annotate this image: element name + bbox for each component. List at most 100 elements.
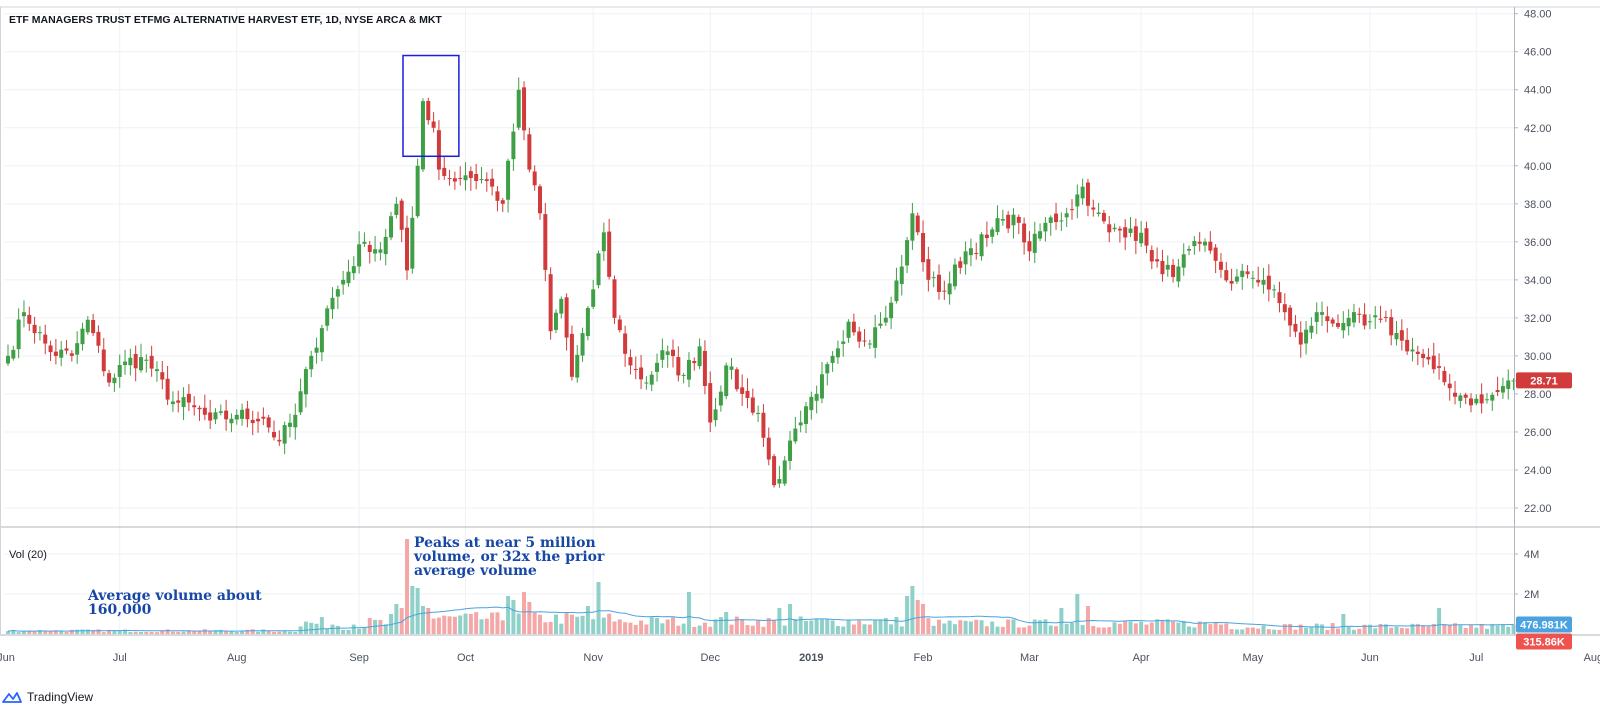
candle-body [37,332,42,334]
volume-bar [522,592,527,634]
volume-bar [27,630,32,634]
volume-bar [234,632,239,634]
volume-bar [883,618,888,634]
candlestick [133,345,138,382]
volume-bar [208,630,213,634]
candlestick [1107,215,1112,243]
volume-bar [245,629,250,634]
volume-bar [1394,626,1399,634]
volume-bar [1085,606,1090,634]
volume-bar [894,617,899,634]
volume-bar [1474,627,1479,634]
price-axis[interactable]: 48.00 46.00 44.00 42.00 40.00 38.00 36.00 34.00… [1514,9,1552,515]
candle-body [48,345,53,353]
volume-bar [394,604,399,634]
volume-moving-average-line [7,606,1514,632]
candle-body [1261,279,1266,285]
candlestick [1495,376,1500,397]
candlestick [1399,319,1404,351]
candle-body [968,248,973,256]
candle-body [569,333,574,377]
candle-body [452,178,457,182]
volume-bar [1133,623,1138,634]
volume-bar [686,592,691,634]
volume-bar [835,625,840,634]
volume-bar [1075,594,1080,634]
volume-bar [814,618,819,634]
volume-bar [1447,624,1452,634]
candle-body [905,240,910,266]
candlestick [117,354,122,388]
last-price-tag-text: 28.71 [1530,375,1558,387]
volume-axis[interactable]: 4M 2M [1514,549,1539,601]
candle-body [1351,312,1356,323]
volume-bar [1346,627,1351,634]
volume-bars [6,539,1516,634]
volume-bar [1011,619,1016,634]
candlestick [1389,309,1394,346]
volume-bar [383,624,388,634]
candlestick [883,305,888,326]
price-tick-label: 30.00 [1524,351,1552,363]
candle-body [224,410,229,420]
candle-body [133,354,138,369]
candlestick [490,168,495,196]
tradingview-footer[interactable]: TradingView [2,688,93,706]
candle-body [197,407,202,410]
candlestick [6,344,10,366]
volume-bar [468,614,473,634]
candlestick [346,259,351,287]
volume-bar [873,620,878,634]
candlestick [846,319,851,343]
candle-body [841,341,846,344]
candlestick [447,169,452,186]
candle-body [16,319,21,350]
candle-body [952,264,957,287]
candle-body [1165,264,1170,270]
volume-bar [426,608,431,634]
volume-bar [458,615,463,634]
candlestick [373,235,378,262]
candle-body [314,347,319,353]
candlestick [463,162,468,191]
candlestick [734,367,739,392]
candle-body [1421,353,1426,359]
candle-body [405,227,409,271]
candle-body [293,414,298,428]
volume-bar [490,612,495,634]
candlestick [394,196,399,219]
candle-body [1176,266,1181,282]
volume-bar [218,629,223,634]
candlestick [1325,306,1330,333]
candle-body [745,390,750,398]
time-axis[interactable]: Jun Jul Aug Sep Oct Nov Dec 2019 Feb Mar Apr May Jun… [0,652,1600,664]
volume-bar [692,626,697,634]
candle-body [1224,270,1229,281]
candle-body [53,351,58,356]
candlestick [357,231,362,274]
candle-body [165,378,170,400]
candle-body [1027,241,1032,252]
candle-body [1112,227,1117,230]
candle-body [937,274,941,292]
candle-body [692,361,697,364]
candle-body [777,479,782,484]
volume-bar [479,619,484,634]
candle-body [889,302,894,319]
annotation-line: average volume [414,563,537,579]
volume-bar [708,626,713,634]
candle-body [410,217,415,269]
volume-bar [1383,624,1388,634]
candlestick [511,123,516,171]
volume-bar [165,629,170,634]
candlestick [665,345,670,368]
candlestick [37,325,42,341]
candlestick [990,227,995,244]
candlestick [718,385,723,412]
candlestick [1288,304,1293,337]
candlestick [1421,348,1426,368]
candlestick [596,250,601,289]
candlestick [245,400,250,428]
candlestick [1048,215,1053,236]
